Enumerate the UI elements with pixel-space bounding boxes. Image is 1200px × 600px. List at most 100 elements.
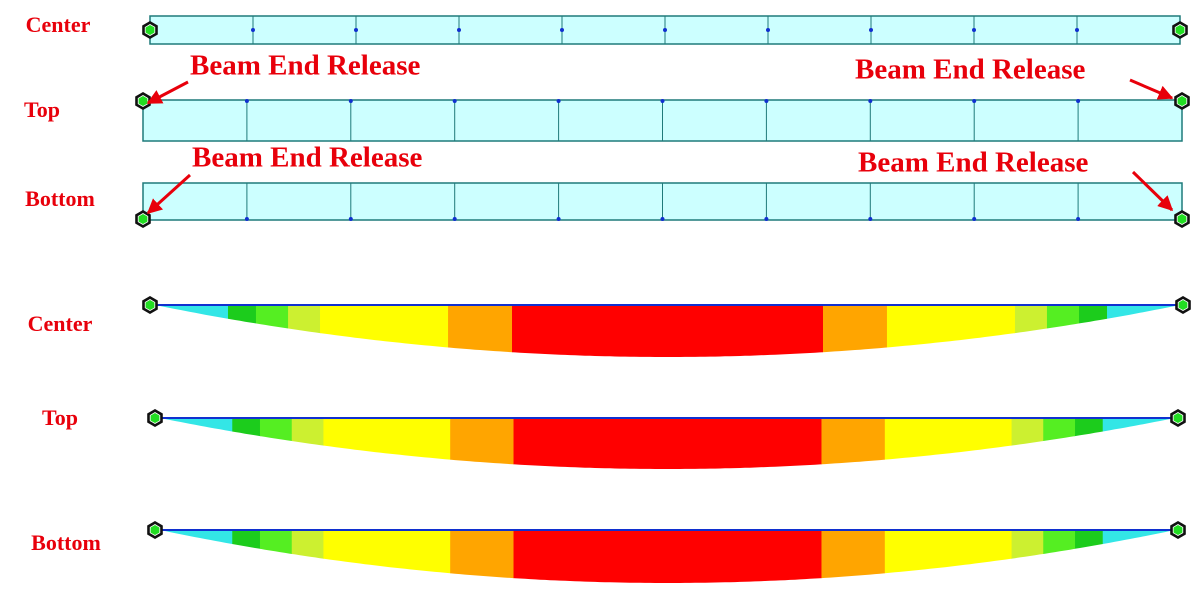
moment-band [1102, 418, 1175, 469]
moment-band [667, 530, 822, 583]
annotation: Beam End Release [192, 142, 423, 174]
moment-band [1011, 418, 1044, 469]
moment-band [323, 418, 451, 469]
node [972, 28, 976, 32]
annotation: Beam End Release [858, 147, 1089, 179]
beam-label: Top [24, 97, 60, 122]
moment-band [822, 305, 887, 357]
node [452, 217, 457, 221]
diagram-label: Center [28, 311, 93, 336]
arrow [1131, 170, 1174, 212]
moment-band [667, 418, 822, 469]
node [764, 99, 769, 103]
moment-band [512, 305, 668, 357]
node [868, 217, 873, 221]
moment-band [1014, 305, 1047, 357]
moment-band [513, 530, 668, 583]
node [868, 99, 873, 103]
node [1076, 217, 1081, 221]
node [556, 217, 561, 221]
moment-band [1046, 305, 1080, 357]
arrow [146, 173, 192, 215]
diagram-label: Top [42, 405, 78, 430]
moment-band [884, 530, 1012, 583]
node [869, 28, 873, 32]
drawing [135, 15, 1191, 583]
support-core [149, 412, 161, 424]
diagram-label: Bottom [31, 530, 101, 555]
support-core [137, 213, 149, 225]
support-core [1174, 24, 1186, 36]
node [660, 99, 665, 103]
moment-band [259, 418, 293, 469]
node [251, 28, 255, 32]
moment-band [1042, 418, 1076, 469]
support-core [137, 95, 149, 107]
node [766, 28, 770, 32]
moment-band [1042, 530, 1076, 583]
moment-diagram [155, 305, 1180, 357]
moment-band [291, 530, 324, 583]
beam-label: Center [26, 12, 91, 37]
node [1076, 99, 1081, 103]
moment-band [1078, 305, 1108, 357]
arrow [146, 80, 189, 105]
node [660, 217, 665, 221]
moment-band [820, 418, 885, 469]
node [457, 28, 461, 32]
moment-band [886, 305, 1015, 357]
moment-band [820, 530, 885, 583]
arrow [1129, 78, 1174, 100]
moment-band [884, 418, 1012, 469]
node [972, 217, 977, 221]
support-core [144, 24, 156, 36]
annotation: Beam End Release [855, 54, 1086, 86]
moment-band [1102, 530, 1175, 583]
node [452, 99, 457, 103]
support-core [1172, 412, 1184, 424]
node [972, 99, 977, 103]
moment-band [323, 530, 451, 583]
node [663, 28, 667, 32]
moment-band [155, 305, 229, 357]
moment-band [232, 418, 261, 469]
node [1075, 28, 1079, 32]
node [354, 28, 358, 32]
support-core [144, 299, 156, 311]
moment-band [448, 305, 513, 357]
moment-diagram [160, 418, 1175, 469]
node [764, 217, 769, 221]
moment-band [450, 530, 515, 583]
moment-band [288, 305, 321, 357]
moment-band [1074, 530, 1103, 583]
node [244, 99, 249, 103]
moment-band [160, 530, 233, 583]
node [348, 217, 353, 221]
node [348, 99, 353, 103]
node [556, 99, 561, 103]
moment-band [1074, 418, 1103, 469]
moment-band [667, 305, 823, 357]
node [244, 217, 249, 221]
moment-band [1106, 305, 1180, 357]
moment-band [255, 305, 289, 357]
beam-label: Bottom [25, 186, 95, 211]
support-core [1172, 524, 1184, 536]
node [560, 28, 564, 32]
support-core [1176, 213, 1188, 225]
moment-band [232, 530, 261, 583]
moment-band [291, 418, 324, 469]
support-core [1176, 95, 1188, 107]
support-core [1177, 299, 1189, 311]
moment-band [320, 305, 449, 357]
moment-band [1011, 530, 1044, 583]
moment-band [513, 418, 668, 469]
moment-band [259, 530, 293, 583]
moment-diagram [160, 530, 1175, 583]
support-core [149, 524, 161, 536]
moment-band [227, 305, 257, 357]
annotation: Beam End Release [190, 50, 421, 82]
moment-band [450, 418, 515, 469]
moment-band [160, 418, 233, 469]
